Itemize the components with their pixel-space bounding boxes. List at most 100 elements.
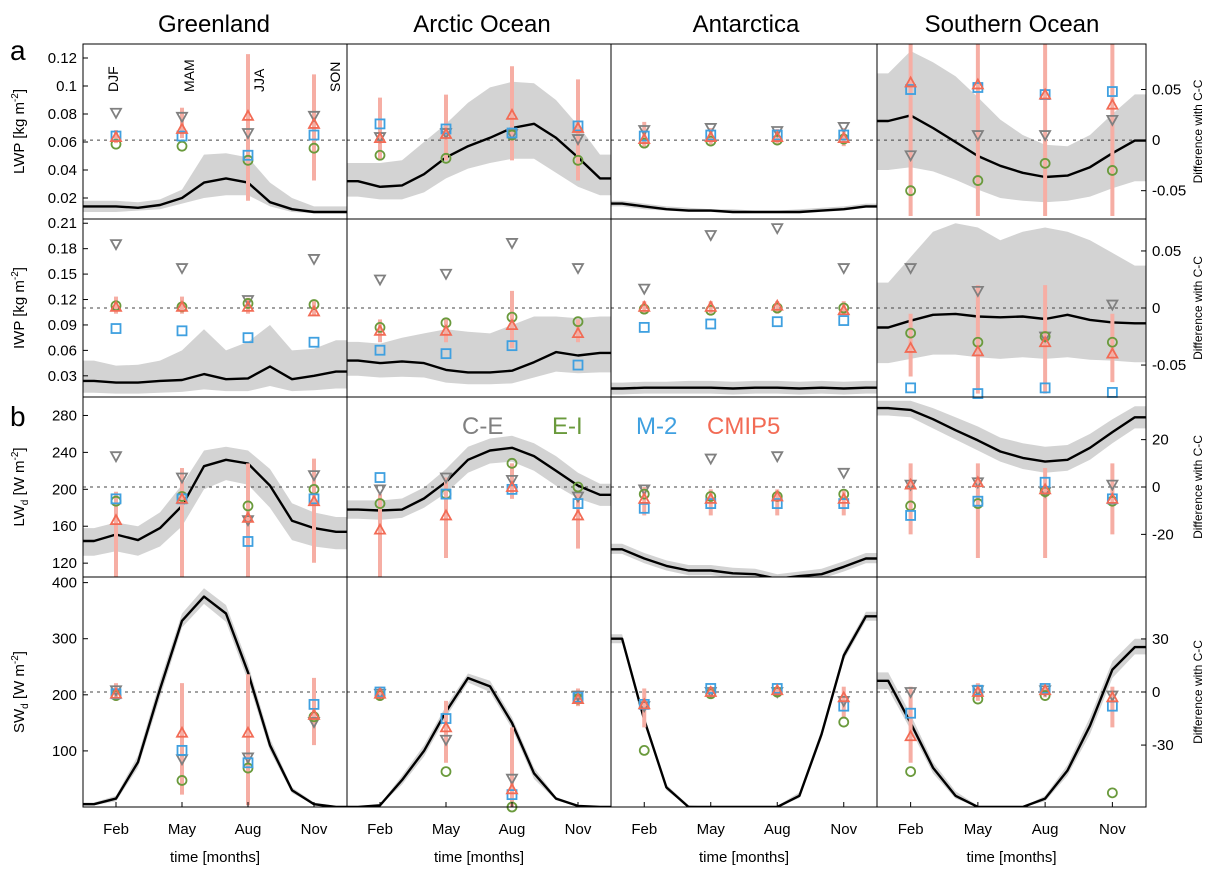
spread-band-swd-southern-ocean <box>877 638 1146 807</box>
cc-line-lwp-southern-ocean <box>877 114 1146 179</box>
marker-m-2-lwd-greenland-feb <box>110 493 122 505</box>
markers <box>109 75 1119 813</box>
marker-e-i-lwp-arctic-ocean-feb <box>374 149 386 161</box>
marker-c-e-lwd-southern-ocean-nov <box>1105 479 1119 492</box>
zero-lines <box>83 139 1146 693</box>
marker-m-2-lwd-southern-ocean-feb <box>905 510 917 521</box>
marker-m-2-iwp-arctic-ocean-aug <box>506 340 518 352</box>
marker-cmip5-lwp-greenland-nov <box>307 117 321 129</box>
right-label-swd: Difference with C-C <box>1191 640 1205 744</box>
marker-cmip5-lwp-arctic-ocean-feb <box>373 131 387 143</box>
marker-c-e-lwd-arctic-ocean-nov <box>571 491 585 504</box>
marker-e-i-swd-southern-ocean-aug <box>1039 690 1051 701</box>
spread-band-iwp-greenland <box>83 325 347 394</box>
marker-m-2-iwp-southern-ocean-nov <box>1106 387 1118 398</box>
marker-cmip5-iwp-arctic-ocean-aug <box>505 318 519 331</box>
cc-line-iwp-antarctica <box>611 386 877 390</box>
ytick-label-lwp-0: 0.02 <box>48 190 77 207</box>
marker-e-i-lwp-southern-ocean-aug <box>1039 157 1051 169</box>
marker-e-i-lwp-greenland-may <box>176 140 188 152</box>
spread-band-lwp-greenland <box>83 153 347 214</box>
marker-e-i-lwp-southern-ocean-may <box>972 175 984 186</box>
marker-e-i-lwp-arctic-ocean-may <box>440 152 452 164</box>
dtick-label-swd-0: -30 <box>1152 737 1174 754</box>
spread-band-lwd-greenland <box>83 446 347 556</box>
marker-c-e-lwd-greenland-may <box>175 472 189 485</box>
marker-e-i-lwp-arctic-ocean-nov <box>572 154 584 166</box>
xtick-label-southern-ocean-2: Aug <box>1032 821 1059 838</box>
marker-e-i-lwp-southern-ocean-feb <box>905 185 917 197</box>
ytick-label-iwp-4: 0.15 <box>48 266 77 283</box>
cc-line-swd-arctic-ocean <box>347 676 611 807</box>
marker-e-i-lwp-greenland-feb <box>110 138 122 150</box>
marker-cmip5-swd-greenland-feb <box>109 686 123 699</box>
column-title-arctic-ocean: Arctic Ocean <box>413 11 550 38</box>
marker-m-2-lwd-arctic-ocean-may <box>440 488 452 500</box>
marker-m-2-swd-antarctica-may <box>705 683 717 694</box>
marker-e-i-lwd-antarctica-may <box>705 491 717 502</box>
spread-bands <box>83 51 1146 807</box>
marker-m-2-lwd-greenland-nov <box>308 493 320 505</box>
marker-m-2-iwp-arctic-ocean-nov <box>572 359 584 371</box>
marker-c-e-lwp-greenland-may <box>175 111 189 124</box>
marker-cmip5-swd-arctic-ocean-may <box>439 720 453 733</box>
spread-band-lwd-arctic-ocean <box>347 435 611 520</box>
ytick-label-lwd-4: 280 <box>52 407 77 424</box>
dtick-label-lwd-0: -20 <box>1152 526 1174 543</box>
marker-c-e-swd-arctic-ocean-may <box>439 734 453 747</box>
marker-c-e-lwd-arctic-ocean-feb <box>373 484 387 497</box>
marker-m-2-iwp-greenland-aug <box>242 332 254 344</box>
marker-c-e-lwp-greenland-feb <box>109 107 123 120</box>
marker-cmip5-iwp-southern-ocean-feb <box>904 341 918 353</box>
marker-cmip5-iwp-antarctica-aug <box>770 298 784 311</box>
marker-c-e-swd-arctic-ocean-aug <box>505 773 519 786</box>
dtick-label-iwp-2: 0.05 <box>1152 243 1181 260</box>
marker-cmip5-iwp-antarctica-feb <box>637 300 651 312</box>
marker-cmip5-lwd-arctic-ocean-may <box>439 508 453 521</box>
marker-c-e-lwp-antarctica-aug <box>770 126 784 138</box>
marker-cmip5-iwp-antarctica-nov <box>837 303 851 316</box>
column-title-antarctica: Antarctica <box>693 11 800 38</box>
marker-c-e-iwp-greenland-feb <box>109 239 123 251</box>
marker-c-e-iwp-southern-ocean-nov <box>1105 299 1119 312</box>
legend-m2: M-2 <box>636 413 677 440</box>
marker-e-i-lwd-greenland-aug <box>242 500 254 512</box>
season-label-jja: JJA <box>251 68 267 92</box>
xlabel-greenland: time [months] <box>170 849 260 866</box>
marker-c-e-swd-antarctica-feb <box>637 701 651 714</box>
marker-c-e-iwp-antarctica-nov <box>837 263 851 275</box>
right-label-lwp: Difference with C-C <box>1191 79 1205 183</box>
marker-e-i-lwd-arctic-ocean-nov <box>572 481 584 493</box>
cc-line-iwp-greenland <box>83 365 347 384</box>
marker-cmip5-lwd-antarctica-feb <box>637 491 651 504</box>
marker-cmip5-swd-southern-ocean-feb <box>904 729 918 742</box>
marker-e-i-iwp-greenland-aug <box>242 298 254 309</box>
ytick-label-lwd-1: 160 <box>52 518 77 535</box>
marker-e-i-swd-southern-ocean-nov <box>1106 787 1118 799</box>
marker-cmip5-lwp-southern-ocean-may <box>971 77 985 90</box>
ytick-label-lwp-2: 0.06 <box>48 134 77 151</box>
marker-cmip5-iwp-greenland-aug <box>241 300 255 312</box>
marker-c-e-iwp-arctic-ocean-aug <box>505 238 519 250</box>
cc-line-lwd-southern-ocean <box>877 406 1146 463</box>
marker-cmip5-swd-antarctica-may <box>704 685 718 697</box>
cc-line-lwp-antarctica <box>611 202 877 214</box>
marker-m-2-iwp-southern-ocean-feb <box>905 382 917 394</box>
season-label-mam: MAM <box>181 59 197 92</box>
cc-line-swd-southern-ocean <box>877 645 1146 807</box>
marker-c-e-iwp-antarctica-feb <box>637 283 651 296</box>
marker-cmip5-lwd-arctic-ocean-aug <box>505 480 519 492</box>
dtick-label-swd-2: 30 <box>1152 631 1169 648</box>
ytick-label-iwp-5: 0.18 <box>48 241 77 258</box>
right-label-lwd: Difference with C-C <box>1191 435 1205 539</box>
dtick-label-iwp-1: 0 <box>1152 300 1160 317</box>
marker-e-i-iwp-arctic-ocean-feb <box>374 321 386 333</box>
cc-line-lwd-greenland <box>83 458 347 543</box>
marker-cmip5-swd-greenland-may <box>175 725 189 738</box>
ylabel-lwp: LWP [kg m-2] <box>10 89 28 174</box>
column-title-southern-ocean: Southern Ocean <box>925 11 1100 38</box>
marker-m-2-iwp-antarctica-feb <box>638 321 650 333</box>
marker-cmip5-lwp-southern-ocean-aug <box>1038 87 1052 100</box>
marker-m-2-lwd-southern-ocean-aug <box>1039 476 1051 488</box>
